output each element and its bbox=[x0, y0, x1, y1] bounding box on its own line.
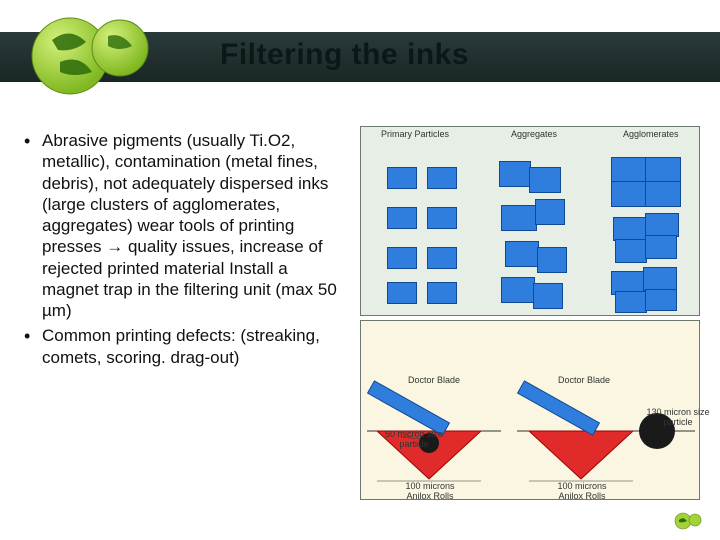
particle-block bbox=[387, 167, 417, 189]
content-area: Abrasive pigments (usually Ti.O2, metall… bbox=[0, 120, 720, 540]
particle-column-label: Aggregates bbox=[511, 129, 557, 139]
particle-block bbox=[645, 213, 679, 237]
particle-block bbox=[645, 157, 681, 183]
particle-block bbox=[529, 167, 561, 193]
particle-block bbox=[615, 291, 647, 313]
particle-block bbox=[427, 282, 457, 304]
bullet-item: Abrasive pigments (usually Ti.O2, metall… bbox=[24, 130, 344, 321]
particle-block bbox=[643, 267, 677, 291]
particle-block bbox=[615, 239, 647, 263]
particle-block bbox=[645, 235, 677, 259]
particle-block bbox=[501, 277, 535, 303]
figure-column: Primary ParticlesAggregatesAgglomerates … bbox=[354, 120, 720, 540]
particle-column-label: Primary Particles bbox=[381, 129, 449, 139]
particle-block bbox=[535, 199, 565, 225]
slide-header: Filtering the inks bbox=[0, 0, 720, 110]
anilox-label: Doctor Blade bbox=[399, 375, 469, 385]
leaf-bubbles-icon bbox=[30, 6, 160, 106]
particle-column-label: Agglomerates bbox=[623, 129, 679, 139]
bullet-list: Abrasive pigments (usually Ti.O2, metall… bbox=[24, 130, 344, 368]
particle-block bbox=[387, 207, 417, 229]
anilox-label: 50 micron size particle bbox=[379, 429, 449, 449]
particle-blocks bbox=[361, 127, 699, 315]
anilox-roll-diagram: Doctor Blade Doctor Blade 50 micron size p… bbox=[360, 320, 700, 500]
particle-block bbox=[611, 181, 647, 207]
particle-block bbox=[645, 289, 677, 311]
particle-block bbox=[427, 247, 457, 269]
particle-block bbox=[505, 241, 539, 267]
anilox-label: 100 micronsAnilox Rolls bbox=[395, 481, 465, 501]
particle-block bbox=[645, 181, 681, 207]
anilox-label: Doctor Blade bbox=[549, 375, 619, 385]
particle-block bbox=[387, 282, 417, 304]
footer-leaf-icon bbox=[674, 512, 704, 530]
particle-block bbox=[613, 217, 647, 241]
particle-block bbox=[427, 207, 457, 229]
text-column: Abrasive pigments (usually Ti.O2, metall… bbox=[0, 120, 354, 540]
bullet-item: Common printing defects: (streaking, com… bbox=[24, 325, 344, 368]
particle-block bbox=[501, 205, 537, 231]
particle-block bbox=[537, 247, 567, 273]
particle-block bbox=[533, 283, 563, 309]
particle-block bbox=[387, 247, 417, 269]
slide-title: Filtering the inks bbox=[220, 38, 469, 72]
particle-types-diagram: Primary Particles Aggregates Agglomerates bbox=[360, 126, 700, 316]
particle-block bbox=[499, 161, 531, 187]
particle-block bbox=[427, 167, 457, 189]
anilox-label: 100 micronsAnilox Rolls bbox=[547, 481, 617, 501]
anilox-label: 130 micron size particle bbox=[643, 407, 713, 427]
particle-block bbox=[611, 157, 647, 183]
